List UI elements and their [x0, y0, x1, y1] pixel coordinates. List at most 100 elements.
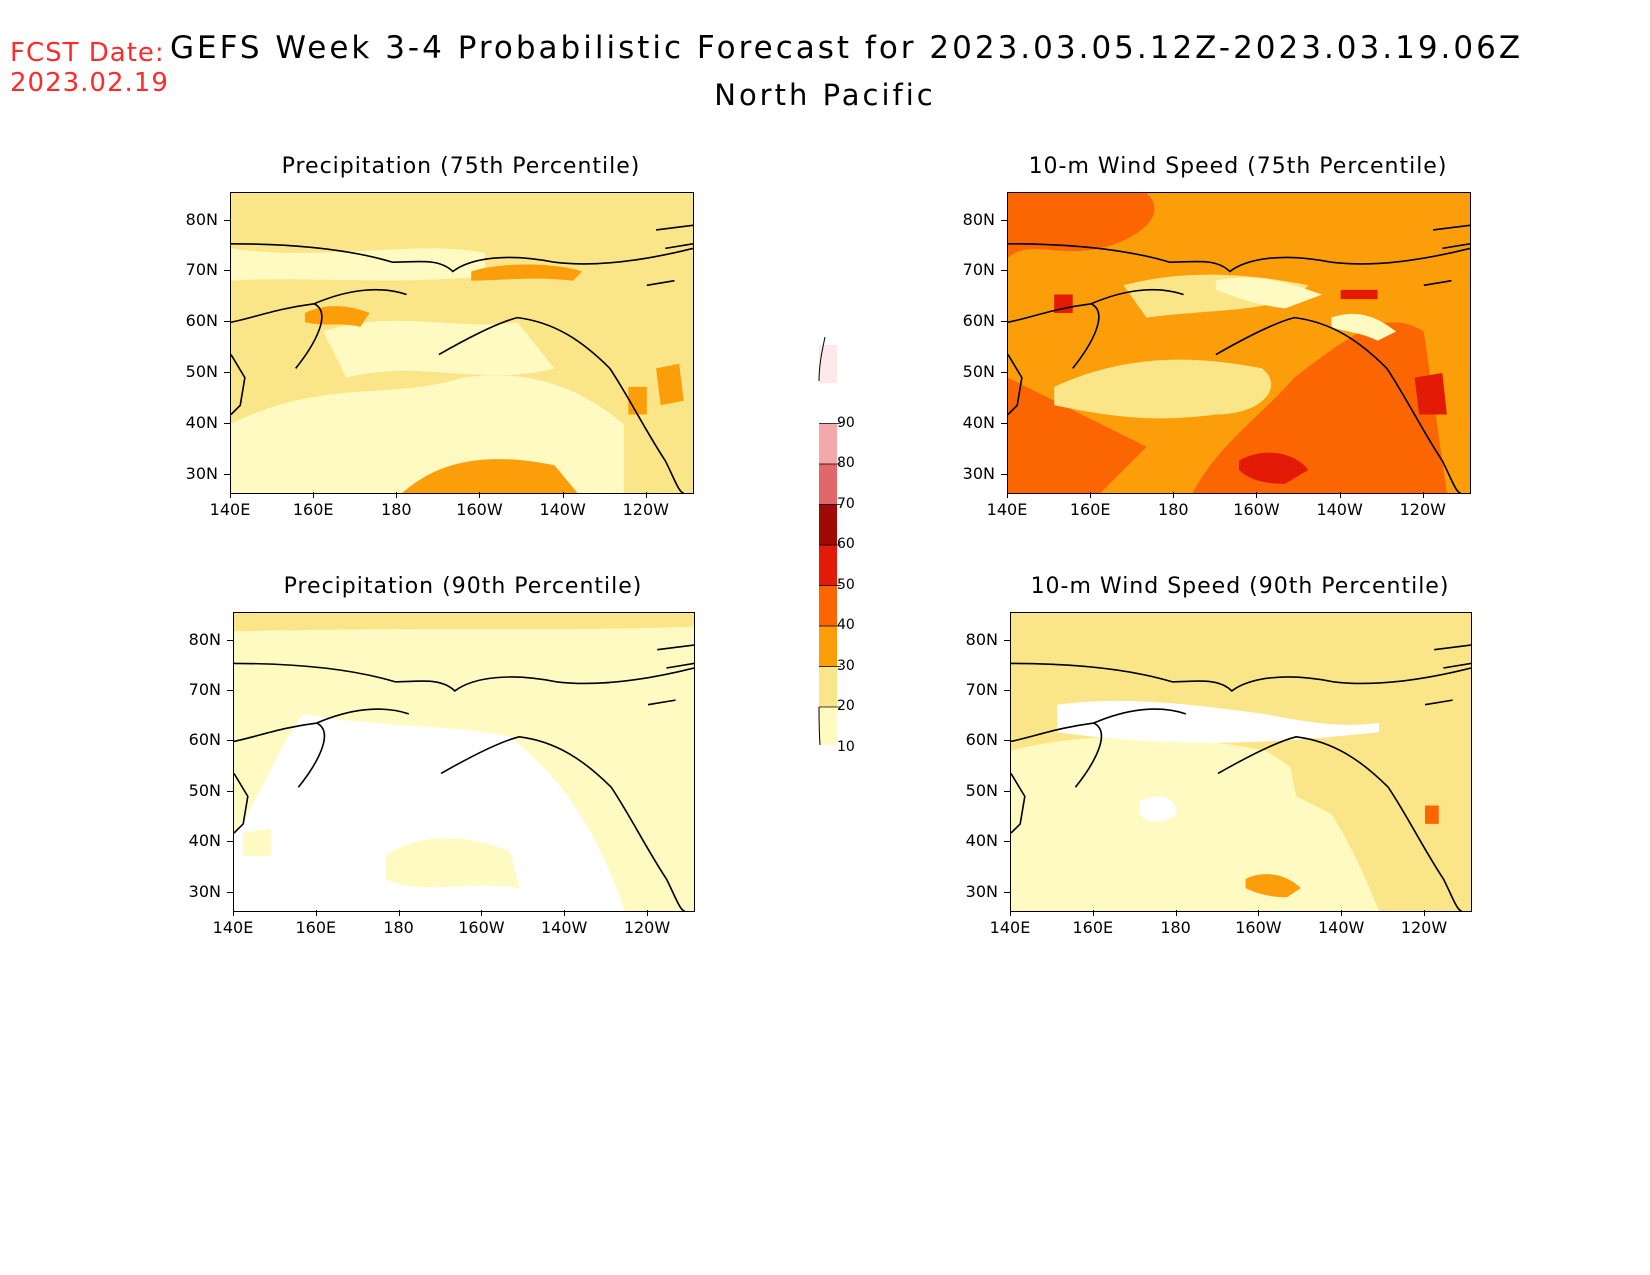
shading-region — [1287, 747, 1425, 866]
lon-tick-mark — [313, 492, 315, 498]
lat-tick-label: 80N — [188, 629, 221, 649]
map-panel-1: Precipitation (75th Percentile) 80N 70N 60N… — [186, 154, 694, 519]
colorbar-label: 30 — [837, 657, 855, 674]
lat-tick-label: 50N — [185, 362, 218, 381]
lon-tick-mark — [1256, 492, 1258, 498]
map-plot-area — [233, 612, 695, 912]
colorbar-label: 40 — [837, 617, 855, 633]
lon-tick-mark — [398, 910, 400, 916]
lon-tick-label: 140E — [212, 918, 254, 937]
shading-region — [1054, 359, 1272, 419]
colorbar-swatch — [819, 504, 837, 545]
shading-region — [231, 248, 486, 281]
colorbar-label: 20 — [837, 698, 855, 714]
lon-tick-mark — [645, 492, 647, 498]
lat-tick-label: 60N — [188, 730, 221, 750]
lat-tick-mark — [1001, 473, 1007, 475]
lon-tick-label: 160W — [456, 500, 503, 519]
coastline — [231, 289, 407, 369]
lon-tick-label: 160W — [458, 918, 505, 937]
map-panel-4: 10-m Wind Speed (90th Percentile) 80N 70N 6… — [966, 574, 1472, 937]
coastline — [646, 224, 693, 287]
lon-tick-label: 160W — [1233, 500, 1280, 519]
lat-tick-mark — [227, 790, 233, 792]
coastline — [1008, 242, 1470, 273]
coastline — [438, 316, 685, 493]
lat-tick-label: 80N — [185, 209, 218, 229]
colorbar: 10 20 30 40 50 60 70 80 90 — [815, 335, 895, 788]
lon-tick-label: 140E — [209, 500, 251, 519]
lat-tick-mark — [1004, 689, 1010, 691]
map-panel-3: Precipitation (90th Percentile) 80N 70N 60N… — [189, 574, 695, 937]
lon-tick-mark — [564, 910, 566, 916]
coastline — [1215, 316, 1462, 493]
lat-tick-mark — [224, 372, 230, 373]
lat-tick-label: 60N — [962, 311, 995, 331]
coastline — [1011, 708, 1187, 788]
shading-region — [234, 631, 694, 705]
map-svg — [1008, 193, 1470, 493]
lat-tick-label: 80N — [965, 629, 998, 649]
shading-region — [1215, 277, 1323, 309]
lon-tick-mark — [1422, 492, 1424, 498]
coastline — [1217, 735, 1463, 911]
colorbar-swatch — [819, 545, 837, 586]
lon-tick-label: 120W — [1399, 500, 1446, 519]
shading-region — [401, 459, 578, 493]
shading-region — [1139, 796, 1177, 822]
map-plot-area — [1007, 192, 1471, 494]
lat-tick-label: 30N — [188, 881, 221, 901]
lat-tick-label: 50N — [188, 780, 221, 800]
lat-tick-label: 70N — [965, 679, 998, 699]
lat-tick-mark — [224, 422, 230, 424]
lon-tick-mark — [647, 910, 648, 916]
shading-region — [1245, 874, 1301, 898]
lon-tick-label: 180 — [381, 500, 412, 519]
lon-tick-mark — [230, 492, 231, 498]
coastline — [234, 708, 410, 788]
lat-tick-label: 30N — [185, 463, 218, 483]
coastline — [234, 773, 249, 834]
lon-tick-mark — [396, 492, 398, 498]
panel-title: 10-m Wind Speed (75th Percentile) — [1028, 154, 1448, 179]
lat-tick-label: 30N — [962, 463, 995, 483]
lon-tick-label: 180 — [1160, 918, 1191, 937]
lat-tick-mark — [224, 270, 230, 272]
lon-tick-mark — [481, 910, 483, 916]
colorbar-swatch — [819, 707, 837, 748]
lon-tick-label: 120W — [623, 918, 671, 937]
coastline — [231, 354, 246, 416]
coastline — [231, 242, 693, 273]
lon-tick-mark — [562, 492, 564, 498]
lon-tick-mark — [1341, 910, 1343, 916]
shading-region — [1340, 289, 1378, 300]
lat-tick-mark — [1001, 422, 1007, 424]
panel-title: Precipitation (90th Percentile) — [283, 574, 643, 599]
shading-region — [628, 386, 647, 415]
map-plot-area — [230, 192, 694, 494]
fcst-date-value: 2023.02.19 — [10, 68, 169, 98]
map-svg — [1011, 613, 1471, 911]
lon-tick-mark — [1010, 910, 1011, 916]
map-svg — [234, 613, 694, 911]
lon-tick-label: 140W — [1318, 918, 1365, 937]
shading-region — [1008, 193, 1155, 258]
lon-tick-label: 120W — [1400, 918, 1448, 937]
shading-region — [1425, 805, 1439, 824]
lat-tick-label: 40N — [965, 831, 998, 851]
shading-region — [1239, 452, 1309, 484]
colorbar-label: 80 — [837, 455, 855, 471]
lat-tick-mark — [224, 219, 230, 221]
lat-tick-mark — [224, 473, 230, 475]
shading-region — [1011, 736, 1379, 911]
colorbar-label: 70 — [837, 495, 855, 512]
coastline — [647, 644, 694, 706]
coastline — [1011, 773, 1026, 834]
lat-tick-mark — [1001, 372, 1007, 373]
map-panel-2: 10-m Wind Speed (75th Percentile) 80N 70N 6… — [963, 154, 1471, 519]
coastline — [1011, 662, 1471, 692]
lat-tick-label: 70N — [188, 679, 221, 699]
coastline — [440, 735, 686, 911]
lat-tick-mark — [1004, 891, 1010, 893]
lat-tick-mark — [1004, 639, 1010, 641]
